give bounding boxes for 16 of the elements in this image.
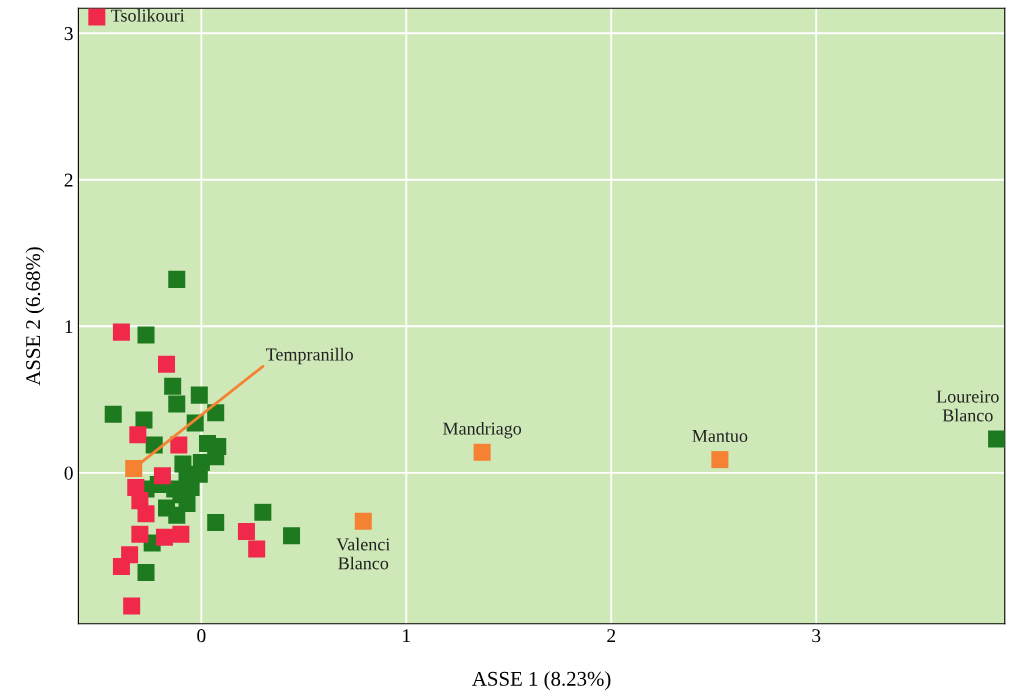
y-tick-label: 2 — [64, 173, 73, 187]
y-tick-label: 0 — [64, 466, 73, 480]
x-axis-title: ASSE 1 (8.23%) — [472, 671, 611, 691]
x-tick-label: 3 — [812, 629, 821, 643]
annotation: Tempranillo — [265, 347, 353, 365]
x-tick-label: 0 — [197, 629, 206, 643]
y-tick-label: 1 — [65, 320, 73, 334]
x-tick-label: 2 — [607, 629, 616, 643]
annotation: Valenci Blanco — [336, 537, 390, 570]
annotation: Mandriago — [443, 421, 522, 439]
y-tick-label: 3 — [64, 27, 73, 41]
x-tick-label: 1 — [403, 629, 410, 643]
annotation: Loureiro Blanco — [936, 390, 999, 422]
y-axis-title: ASSE 2 (6.68%) — [25, 247, 45, 386]
annotation: Tsolikouri — [111, 8, 185, 22]
annotation: Mantuo — [692, 430, 748, 443]
